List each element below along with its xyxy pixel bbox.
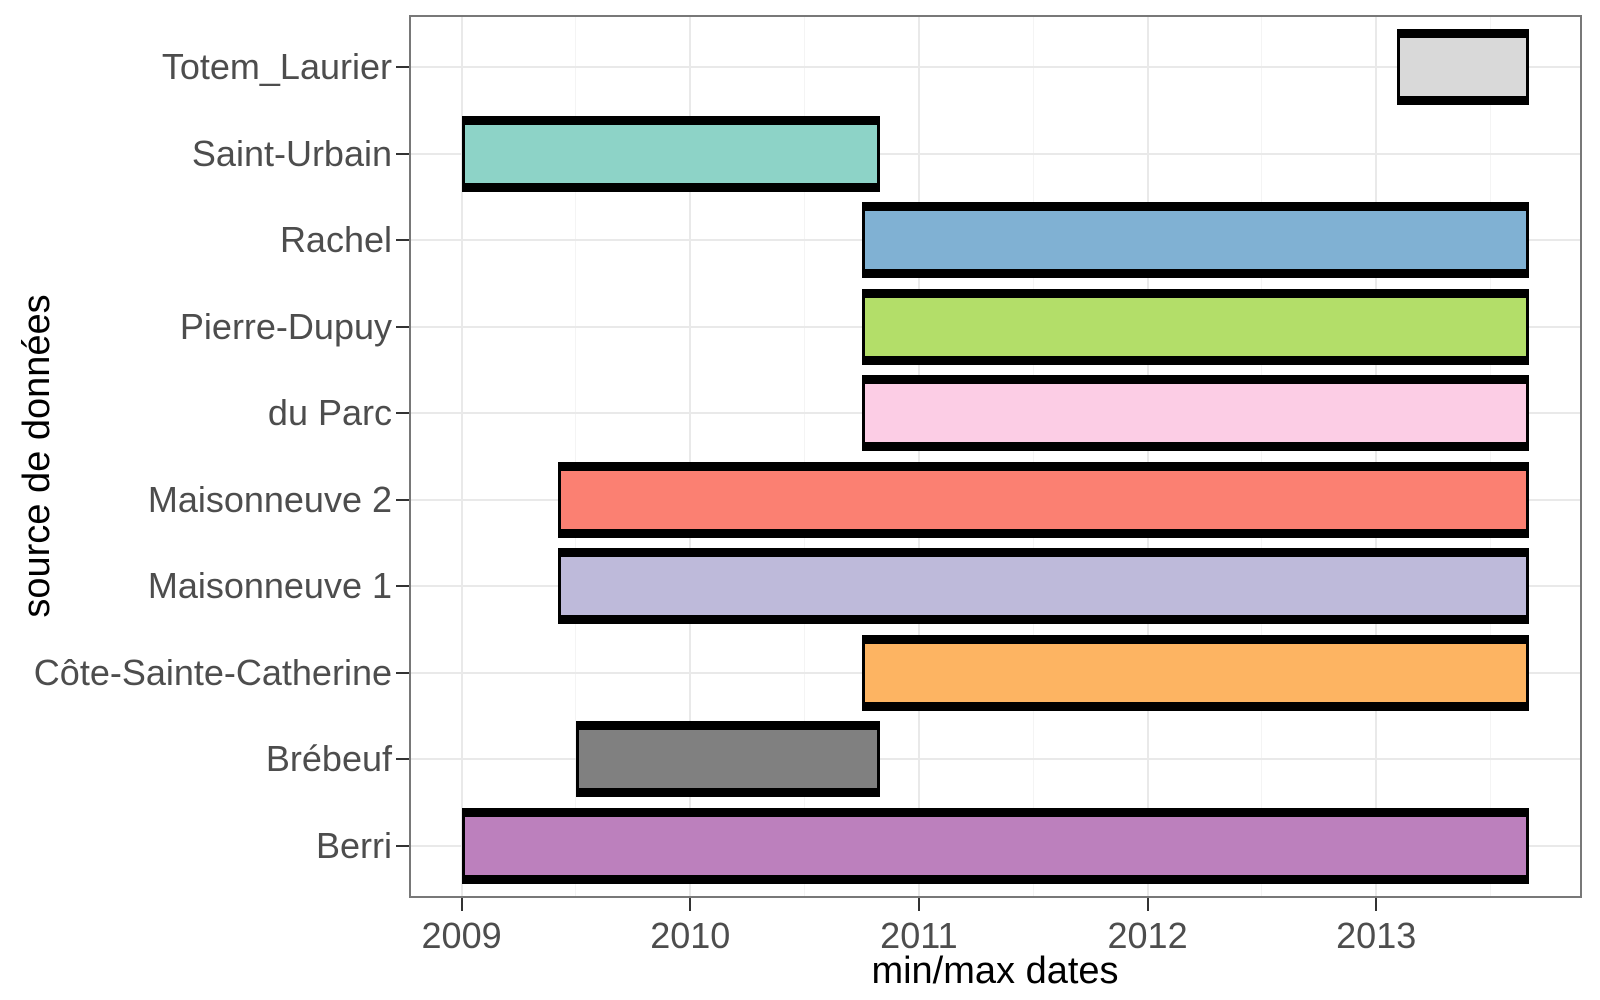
y-tick-label: Rachel: [279, 219, 392, 261]
x-tick-mark: [1375, 898, 1378, 911]
gridline-major-horizontal: [409, 152, 1582, 155]
gridline-minor-vertical: [1490, 15, 1492, 898]
y-tick-mark: [396, 325, 409, 328]
range-bar-maisonneuve-2: [557, 461, 1530, 538]
x-tick-mark: [1146, 898, 1149, 911]
y-tick-mark: [396, 671, 409, 674]
range-bar-rachel: [861, 202, 1530, 279]
y-tick-label: Côte-Sainte-Catherine: [33, 651, 392, 693]
x-tick-label: 2009: [421, 915, 502, 956]
gridline-major-vertical: [917, 15, 920, 898]
gridline-minor-vertical: [804, 15, 806, 898]
range-bar-br-beuf: [575, 721, 881, 798]
y-tick-label: du Parc: [267, 392, 392, 434]
y-tick-label: Berri: [315, 825, 392, 867]
y-tick-label: Maisonneuve 1: [147, 565, 392, 607]
x-axis-title: min/max dates: [871, 950, 1119, 992]
y-tick-label: Maisonneuve 2: [147, 478, 392, 520]
y-tick-mark: [396, 239, 409, 242]
x-tick-mark: [460, 898, 463, 911]
range-bar-pierre-dupuy: [861, 288, 1530, 365]
range-bar-c-te-sainte-catherine: [861, 634, 1530, 711]
y-tick-label: Pierre-Dupuy: [179, 305, 392, 347]
gridline-major-vertical: [1375, 15, 1378, 898]
y-tick-label: Saint-Urbain: [191, 132, 392, 174]
gridline-major-vertical: [460, 15, 463, 898]
gridline-major-vertical: [689, 15, 692, 898]
x-tick-mark: [689, 898, 692, 911]
x-tick-label: 2013: [1336, 915, 1417, 956]
gridline-minor-vertical: [575, 15, 577, 898]
y-tick-mark: [396, 65, 409, 68]
gridline-major-horizontal: [409, 65, 1582, 68]
x-tick-label: 2011: [880, 915, 958, 956]
range-bar-du-parc: [861, 375, 1530, 452]
x-tick-label: 2010: [650, 915, 731, 956]
gridline-minor-vertical: [1032, 15, 1034, 898]
gridline-major-vertical: [1146, 15, 1149, 898]
range-bar-berri: [461, 808, 1530, 885]
range-bar-maisonneuve-1: [557, 548, 1530, 625]
x-tick-label: 2012: [1107, 915, 1188, 956]
range-bar-totem-laurier: [1396, 28, 1530, 105]
y-tick-label: Totem_Laurier: [161, 45, 392, 87]
gridline-minor-vertical: [1261, 15, 1263, 898]
y-tick-mark: [396, 585, 409, 588]
y-tick-label: Brébeuf: [265, 738, 392, 780]
x-tick-mark: [917, 898, 920, 911]
y-tick-mark: [396, 412, 409, 415]
y-tick-mark: [396, 498, 409, 501]
y-tick-mark: [396, 758, 409, 761]
plot-panel: [409, 15, 1582, 898]
y-tick-mark: [396, 845, 409, 848]
y-tick-mark: [396, 152, 409, 155]
gridline-major-horizontal: [409, 758, 1582, 761]
range-bar-saint-urbain: [461, 115, 881, 192]
